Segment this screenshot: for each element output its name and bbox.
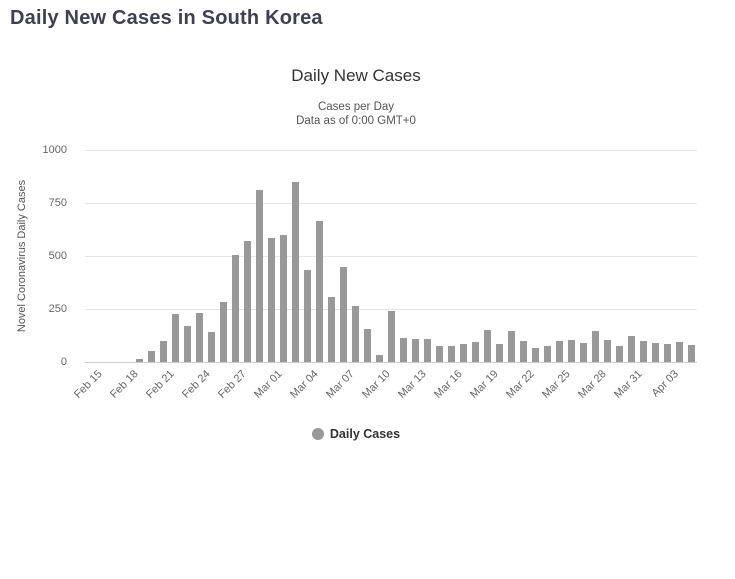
bar-apr-03[interactable] — [663, 343, 671, 362]
bar-feb-23[interactable] — [183, 326, 191, 362]
bar-mar-02[interactable] — [279, 235, 287, 362]
bar-mar-30[interactable] — [615, 345, 623, 362]
bar-mar-16[interactable] — [447, 346, 455, 362]
y-tick-label: 750 — [48, 197, 67, 209]
bar-apr-05[interactable] — [687, 344, 695, 362]
bar-mar-05[interactable] — [315, 221, 323, 362]
bar-feb-22[interactable] — [171, 313, 179, 362]
x-tick-label: Feb 18 — [107, 368, 141, 401]
bar-mar-01[interactable] — [267, 237, 275, 362]
legend: Daily Cases — [0, 427, 712, 445]
bar-mar-08[interactable] — [351, 305, 359, 362]
x-tick-label: Apr 03 — [649, 368, 681, 400]
y-gridline — [85, 309, 697, 310]
y-gridline — [85, 256, 697, 257]
bar-mar-23[interactable] — [531, 348, 539, 362]
bar-mar-18[interactable] — [471, 342, 479, 362]
x-tick-label: Feb 27 — [215, 368, 249, 401]
bar-feb-29[interactable] — [255, 189, 263, 362]
bar-mar-22[interactable] — [519, 341, 527, 362]
x-tick-label: Mar 10 — [359, 368, 393, 401]
bar-feb-21[interactable] — [159, 340, 167, 362]
x-tick-label: Feb 15 — [71, 368, 105, 401]
bar-apr-02[interactable] — [651, 343, 659, 362]
chart-title: Daily New Cases — [291, 66, 421, 85]
bar-mar-27[interactable] — [579, 342, 587, 362]
x-tick-label: Mar 16 — [431, 368, 465, 401]
y-tick-label: 0 — [60, 356, 67, 368]
x-tick-label: Mar 07 — [323, 368, 357, 401]
chart-subtitle-line1: Cases per Day — [317, 101, 395, 113]
x-tick-label: Mar 19 — [467, 368, 501, 401]
bar-mar-14[interactable] — [423, 339, 431, 362]
bar-mar-31[interactable] — [627, 335, 635, 362]
bar-mar-17[interactable] — [459, 344, 467, 362]
bar-feb-27[interactable] — [231, 254, 239, 362]
x-tick-label: Feb 24 — [179, 368, 213, 401]
bar-mar-03[interactable] — [291, 181, 299, 362]
bar-mar-06[interactable] — [327, 297, 335, 362]
bar-mar-20[interactable] — [495, 343, 503, 362]
bar-feb-28[interactable] — [243, 240, 251, 362]
bar-mar-10[interactable] — [375, 354, 383, 362]
legend-item-daily-cases[interactable]: Daily Cases — [311, 427, 401, 441]
bar-mar-11[interactable] — [387, 310, 395, 362]
bar-mar-13[interactable] — [411, 338, 419, 362]
y-tick-label: 250 — [48, 303, 67, 315]
x-tick-label: Mar 31 — [611, 368, 645, 401]
bar-mar-25[interactable] — [555, 340, 563, 362]
y-tick-label: 500 — [48, 250, 67, 262]
bar-feb-19[interactable] — [135, 358, 143, 362]
bar-mar-24[interactable] — [543, 345, 551, 362]
bar-apr-04[interactable] — [675, 342, 683, 362]
bar-apr-01[interactable] — [639, 340, 647, 362]
x-tick-label: Mar 22 — [503, 368, 537, 401]
bar-feb-25[interactable] — [207, 331, 215, 362]
bar-mar-21[interactable] — [507, 330, 515, 362]
bar-mar-19[interactable] — [483, 329, 491, 362]
y-gridline — [85, 203, 697, 204]
bar-mar-07[interactable] — [339, 266, 347, 362]
x-tick-label: Mar 13 — [395, 368, 429, 401]
x-tick-label: Feb 21 — [143, 368, 177, 401]
bar-feb-20[interactable] — [147, 350, 155, 362]
bar-mar-09[interactable] — [363, 329, 371, 362]
bar-mar-26[interactable] — [567, 340, 575, 362]
x-tick-label: Mar 01 — [251, 368, 285, 401]
legend-label: Daily Cases — [329, 427, 401, 441]
legend-marker-icon — [311, 428, 324, 440]
bar-mar-28[interactable] — [591, 331, 599, 362]
bar-feb-24[interactable] — [195, 313, 203, 362]
y-tick-label: 1000 — [42, 144, 67, 156]
y-gridline — [85, 150, 697, 151]
bar-feb-26[interactable] — [219, 301, 227, 362]
bar-mar-29[interactable] — [603, 339, 611, 362]
page-title: Daily New Cases in South Korea — [10, 7, 323, 29]
x-axis-line — [85, 362, 697, 363]
x-tick-label: Mar 25 — [539, 368, 573, 401]
bar-mar-04[interactable] — [303, 269, 311, 362]
chart-subtitle-line2: Data as of 0:00 GMT+0 — [296, 115, 416, 127]
bar-mar-15[interactable] — [435, 345, 443, 362]
x-tick-label: Mar 04 — [287, 368, 321, 401]
x-tick-label: Mar 28 — [575, 368, 609, 401]
bar-mar-12[interactable] — [399, 337, 407, 362]
